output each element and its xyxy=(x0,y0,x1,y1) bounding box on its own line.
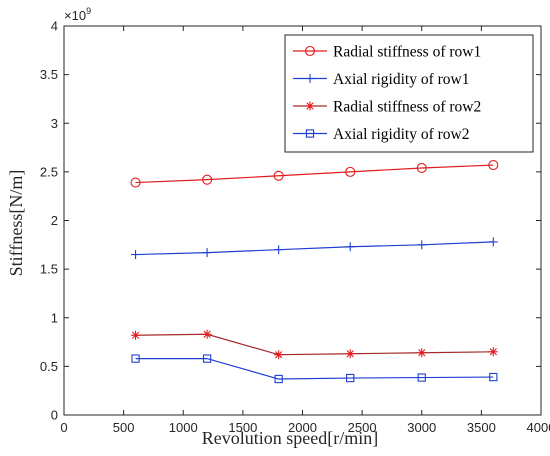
y-axis-multiplier-base: ×10 xyxy=(64,8,86,23)
x-tick-label: 1500 xyxy=(228,420,257,435)
legend-item: Axial rigidity of row2 xyxy=(293,126,469,143)
data-point-plus xyxy=(202,248,212,258)
y-tick-label: 4 xyxy=(51,19,58,34)
legend: Radial stiffness of row1 Axial rigidity o… xyxy=(284,34,534,153)
data-point-star xyxy=(417,348,427,358)
data-point-plus xyxy=(131,250,141,260)
x-tick-label: 0 xyxy=(60,420,67,435)
data-point-circle xyxy=(202,174,213,185)
y-tick-label: 2.5 xyxy=(40,164,58,179)
y-axis-multiplier: ×109 xyxy=(64,6,91,23)
legend-label: Radial stiffness of row2 xyxy=(333,99,481,116)
series-line xyxy=(131,237,498,260)
data-point-square xyxy=(346,373,355,383)
data-point-square xyxy=(202,354,212,363)
data-point-square xyxy=(131,354,140,363)
data-point-plus xyxy=(417,240,427,250)
y-tick-label: 2 xyxy=(51,213,58,228)
y-tick-label: 1.5 xyxy=(40,262,58,277)
y-axis-multiplier-exp: 9 xyxy=(86,6,91,16)
data-point-circle xyxy=(304,45,316,57)
data-point-circle xyxy=(416,162,427,174)
data-point-circle xyxy=(345,166,356,177)
data-point-star xyxy=(345,349,355,359)
y-tick-label: 1 xyxy=(51,310,58,325)
series-line xyxy=(131,329,498,360)
data-point-star xyxy=(488,347,498,357)
series-layer xyxy=(130,160,499,384)
x-tick-label: 3500 xyxy=(467,420,496,435)
data-point-square xyxy=(417,373,426,382)
data-point-star xyxy=(131,330,141,340)
data-point-plus xyxy=(274,245,284,255)
legend-label: Radial stiffness of row1 xyxy=(333,44,481,61)
x-tick-label: 500 xyxy=(113,420,135,435)
series-line xyxy=(131,354,498,384)
data-point-star xyxy=(305,101,315,111)
x-tick-label: 2000 xyxy=(288,420,317,435)
series-path xyxy=(135,357,494,380)
legend-label: Axial rigidity of row2 xyxy=(333,126,469,143)
data-point-square xyxy=(305,129,315,138)
y-tick-label: 3.5 xyxy=(40,67,58,82)
data-point-plus xyxy=(345,242,355,252)
data-point-circle xyxy=(130,177,141,188)
y-tick-label: 0 xyxy=(51,408,58,423)
data-point-square xyxy=(489,372,498,382)
data-point-circle xyxy=(488,160,499,171)
legend-label: Axial rigidity of row1 xyxy=(333,71,469,88)
x-tick-label: 1000 xyxy=(169,420,198,435)
x-tick-label: 3000 xyxy=(407,420,436,435)
legend-item: Axial rigidity of row1 xyxy=(293,71,469,88)
x-axis-title: Revolution speed[r/min] xyxy=(202,428,378,448)
data-point-star xyxy=(202,329,212,339)
y-axis-title: Stiffness[N/m] xyxy=(6,170,26,277)
data-point-plus xyxy=(488,237,498,247)
data-point-plus xyxy=(305,74,315,83)
series-path xyxy=(135,164,494,184)
series-line xyxy=(130,160,499,188)
series-path xyxy=(135,333,494,356)
data-point-star xyxy=(274,350,284,360)
data-point-circle xyxy=(273,170,284,181)
x-tick-label: 2500 xyxy=(348,420,377,435)
y-tick-label: 0.5 xyxy=(40,359,58,374)
series-path xyxy=(135,241,494,256)
legend-box xyxy=(284,34,534,153)
y-axis-ticks: 0 0.5 1 1.5 2 2.5 3 3.5 4 xyxy=(40,19,541,423)
data-point-square xyxy=(274,374,283,384)
legend-item: Radial stiffness of row1 xyxy=(293,44,481,61)
y-tick-label: 3 xyxy=(51,116,58,131)
legend-item: Radial stiffness of row2 xyxy=(293,99,481,116)
